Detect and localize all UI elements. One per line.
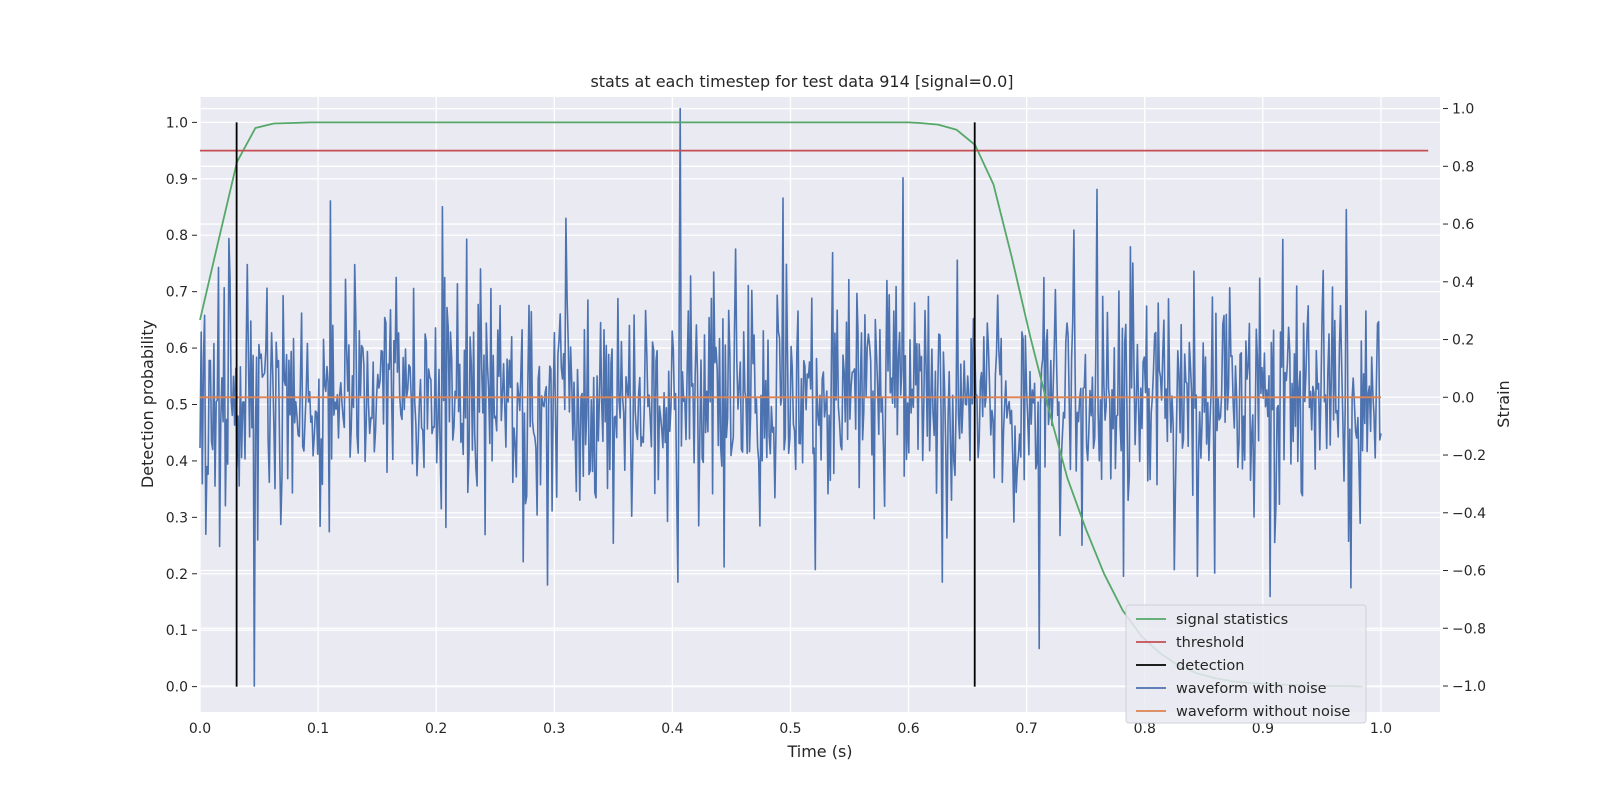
legend-label: threshold (1176, 635, 1244, 651)
legend-entry-threshold: threshold (1136, 635, 1244, 651)
y-tick-label: 1.0 (166, 115, 188, 131)
y-tick-label: 0.6 (166, 341, 188, 357)
y-tick-label: 0.0 (166, 680, 188, 696)
y2-tick-label: 0.2 (1452, 333, 1474, 349)
legend-entry-waveform-without-noise: waveform without noise (1136, 704, 1350, 720)
x-tick-label: 0.0 (189, 721, 211, 737)
x-axis-label: Time (s) (786, 742, 852, 761)
legend-label: waveform with noise (1176, 681, 1327, 697)
y2-tick-label: −0.4 (1452, 506, 1486, 522)
y-axis-label: Detection probability (138, 320, 157, 488)
x-tick-label: 0.6 (897, 721, 919, 737)
x-tick-label: 1.0 (1370, 721, 1392, 737)
legend-entry-detection: detection (1136, 658, 1244, 674)
y-axis-left: 0.0 0.1 0.2 0.3 0.4 0.5 0.6 0.7 0.8 0.9 1.0 (166, 115, 197, 696)
y2-tick-label: −0.6 (1452, 564, 1486, 580)
legend-label: signal statistics (1176, 612, 1288, 628)
y-tick-label: 0.7 (166, 285, 188, 301)
y-tick-label: 0.4 (166, 454, 188, 470)
legend-label: waveform without noise (1176, 704, 1350, 720)
x-tick-label: 0.1 (307, 721, 329, 737)
x-axis: 0.0 0.1 0.2 0.3 0.4 0.5 0.6 0.7 0.8 0.9 1.0 (189, 721, 1392, 737)
x-tick-label: 0.3 (543, 721, 565, 737)
x-tick-label: 0.8 (1134, 721, 1156, 737)
legend: signal statistics threshold detection wavef… (1125, 604, 1367, 724)
y2-tick-label: −0.8 (1452, 621, 1486, 637)
y2-tick-label: 0.0 (1452, 390, 1474, 406)
y-tick-label: 0.2 (166, 567, 188, 583)
y-axis-right: −1.0 −0.8 −0.6 −0.4 −0.2 0.0 0.2 0.4 0.6 0.8 1.0 (1443, 102, 1486, 695)
y2-tick-label: −1.0 (1452, 679, 1486, 695)
legend-label: detection (1176, 658, 1244, 674)
y-tick-label: 0.1 (166, 623, 188, 639)
legend-entry-waveform-with-noise: waveform with noise (1136, 681, 1327, 697)
x-tick-label: 0.2 (425, 721, 447, 737)
y-tick-label: 0.8 (166, 228, 188, 244)
y2-tick-label: 0.8 (1452, 159, 1474, 175)
legend-box (1125, 604, 1367, 724)
y-tick-label: 0.5 (166, 398, 188, 414)
x-tick-label: 0.9 (1252, 721, 1274, 737)
y2-tick-label: 0.4 (1452, 275, 1474, 291)
legend-entry-signal-statistics: signal statistics (1136, 612, 1288, 628)
x-tick-label: 0.4 (661, 721, 683, 737)
x-tick-label: 0.7 (1016, 721, 1038, 737)
y-tick-label: 0.3 (166, 510, 188, 526)
y-tick-label: 0.9 (166, 172, 188, 188)
y2-tick-label: 0.6 (1452, 217, 1474, 233)
y2-tick-label: −0.2 (1452, 448, 1486, 464)
x-tick-label: 0.5 (779, 721, 801, 737)
y2-axis-label: Strain (1494, 380, 1513, 427)
chart-title: stats at each timestep for test data 914… (590, 72, 1013, 91)
y2-tick-label: 1.0 (1452, 102, 1474, 118)
